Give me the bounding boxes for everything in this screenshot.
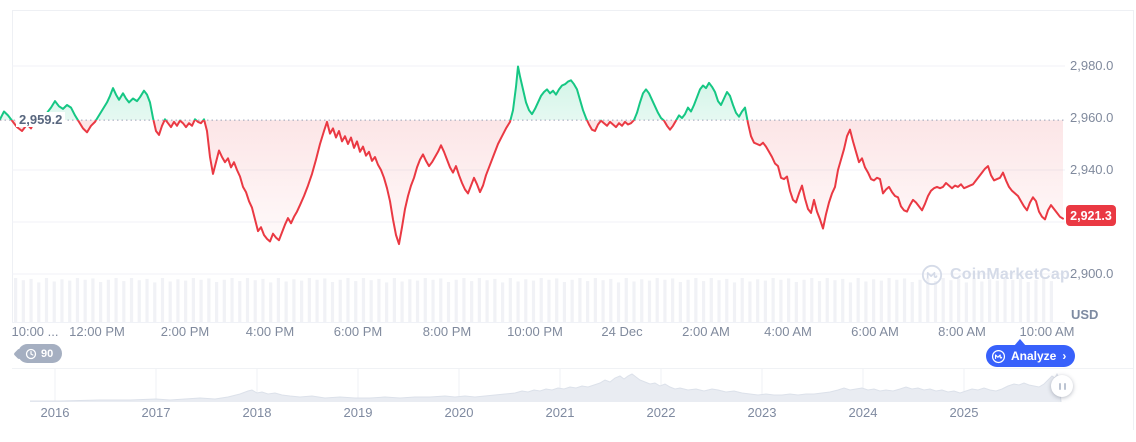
navigator-year-tick: 2016 [40,405,70,420]
y-axis-tick: 2,900.0 [1070,266,1114,281]
x-axis-tick: 6:00 AM [851,324,899,339]
baseline-price-label: 2,959.2 [16,112,66,127]
watermark-text: CoinMarketCap [950,266,1070,283]
x-axis-tick: 8:00 PM [422,324,472,339]
x-axis-tick: 2:00 PM [160,324,210,339]
x-axis-tick: 4:00 PM [245,324,295,339]
navigator-year-tick: 2023 [747,405,777,420]
x-axis-tick: 12:00 PM [69,324,125,339]
history-count: 90 [41,347,54,360]
navigator-year-tick: 2024 [848,405,878,420]
coinmarketcap-logo-icon [991,349,1006,363]
x-axis-tick: 4:00 AM [764,324,812,339]
history-count-badge[interactable]: 90 [18,344,63,363]
navigator-handle[interactable] [1051,375,1073,397]
navigator-year-tick: 2019 [343,405,373,420]
volume-bars [14,278,1054,322]
coinmarketcap-logo-icon [921,264,943,286]
x-axis-tick: 10:00 AM [1019,324,1075,339]
x-axis-tick: 10:00 ... [11,324,59,339]
y-axis-tick: 2,980.0 [1070,58,1114,73]
price-area-up [0,66,748,121]
price-line-down [0,120,1064,246]
navigator-area-edge [30,372,1062,403]
currency-label: USD [1071,307,1099,322]
x-axis-tick: 6:00 PM [333,324,383,339]
navigator-year-tick: 2017 [141,405,171,420]
navigator-year-tick: 2025 [949,405,979,420]
analyze-tooltip-arrow [1014,339,1026,346]
y-axis-tick: 2,940.0 [1070,162,1114,177]
clock-icon [25,348,37,359]
navigator-year-tick: 2020 [444,405,474,420]
x-axis-tick: 2:00 AM [682,324,730,339]
chevron-right-icon: › [1062,349,1067,363]
navigator-area [30,374,1061,402]
price-area-down [0,120,1063,245]
navigator-year-tick: 2022 [646,405,676,420]
coinmarketcap-watermark: CoinMarketCap [921,264,1070,286]
navigator-year-tick: 2018 [242,405,272,420]
last-price-badge: 2,921.3 [1066,205,1116,226]
x-axis-tick: 10:00 PM [507,324,563,339]
analyze-button[interactable]: Analyze › [986,345,1076,367]
x-axis-tick: 24 Dec [601,324,643,339]
x-axis-tick: 8:00 AM [938,324,986,339]
analyze-label: Analyze [1011,349,1057,363]
navigator-year-tick: 2021 [545,405,575,420]
price-line-up [0,65,749,121]
y-axis-tick: 2,960.0 [1070,110,1114,125]
